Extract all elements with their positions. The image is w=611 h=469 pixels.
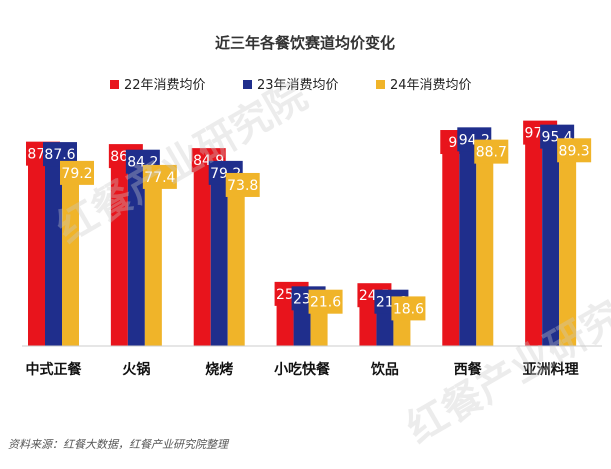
value-label-3-3: 73.8	[227, 178, 258, 194]
category-label-3: 烧烤	[205, 361, 233, 378]
value-box-6-3	[474, 139, 509, 164]
legend-label-1: 22年消费均价	[124, 78, 206, 93]
bar-3-3	[227, 180, 245, 346]
category-label-6: 西餐	[454, 361, 483, 378]
value-label-5-3: 18.6	[393, 301, 424, 317]
value-box-1-3	[60, 160, 94, 185]
bar-3-2	[210, 168, 228, 346]
bars: 87.887.679.286.784.277.484.979.273.825.1…	[26, 120, 592, 346]
legend: 22年消费均价 23年消费均价 24年消费均价	[110, 78, 472, 93]
category-label-2: 火锅	[122, 362, 150, 378]
legend-swatch-1	[110, 80, 119, 89]
bar-2-1	[110, 152, 128, 346]
legend-swatch-3	[376, 80, 385, 89]
category-label-7: 亚洲料理	[523, 361, 579, 378]
bar-7-2	[542, 132, 560, 346]
category-label-1: 中式正餐	[26, 361, 83, 378]
value-label-1-3: 79.2	[61, 166, 92, 182]
category-label-5: 饮品	[370, 361, 399, 378]
value-box-5-3	[391, 296, 426, 321]
bar-2-2	[127, 157, 145, 346]
bar-6-1	[442, 138, 460, 346]
bar-6-2	[459, 135, 477, 346]
bar-1-1	[28, 149, 45, 346]
legend-label-3: 24年消费均价	[390, 78, 472, 93]
bar-1-3	[62, 168, 79, 346]
value-label-2-3: 77.4	[144, 170, 175, 186]
category-label-4: 小吃快餐	[274, 361, 331, 378]
legend-label-2: 23年消费均价	[257, 78, 339, 93]
value-label-1-2: 87.6	[44, 147, 75, 163]
source-note: 资料来源：红餐大数据，红餐产业研究院整理	[8, 438, 228, 451]
value-box-7-3	[557, 138, 592, 163]
value-box-4-3	[308, 289, 343, 314]
value-label-4-3: 21.6	[310, 295, 341, 311]
category-labels: 中式正餐 火锅 烧烤 小吃快餐 饮品 西餐 亚洲料理	[26, 361, 579, 378]
bar-3-1	[193, 156, 211, 346]
bar-2-3	[144, 172, 162, 346]
bar-7-1	[525, 128, 543, 346]
bar-6-3	[476, 147, 494, 346]
value-box-3-3	[225, 172, 260, 197]
chart-title: 近三年各餐饮赛道均价变化	[215, 34, 395, 52]
value-label-6-3: 88.7	[476, 145, 507, 161]
bar-7-3	[559, 146, 577, 346]
bar-1-2	[45, 150, 62, 346]
value-box-2-3	[142, 164, 177, 189]
legend-swatch-2	[243, 80, 252, 89]
value-label-7-3: 89.3	[559, 143, 590, 159]
